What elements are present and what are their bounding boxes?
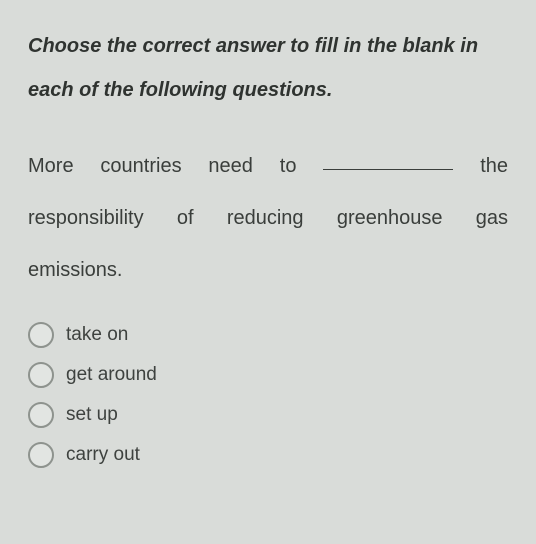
option-get-around[interactable]: get around: [28, 362, 508, 388]
option-set-up[interactable]: set up: [28, 402, 508, 428]
fill-blank: [323, 150, 453, 170]
option-label: set up: [66, 404, 118, 426]
question-part3: emissions.: [28, 244, 508, 296]
radio-icon: [28, 402, 54, 428]
options-list: take on get around set up carry out: [28, 322, 508, 468]
option-label: get around: [66, 364, 157, 386]
option-take-on[interactable]: take on: [28, 322, 508, 348]
radio-icon: [28, 322, 54, 348]
question-text: More countries need to the responsibilit…: [28, 140, 508, 296]
option-carry-out[interactable]: carry out: [28, 442, 508, 468]
option-label: take on: [66, 324, 128, 346]
instruction-text: Choose the correct answer to fill in the…: [28, 24, 508, 112]
option-label: carry out: [66, 444, 140, 466]
question-part1: More countries need to: [28, 155, 296, 177]
radio-icon: [28, 362, 54, 388]
radio-icon: [28, 442, 54, 468]
